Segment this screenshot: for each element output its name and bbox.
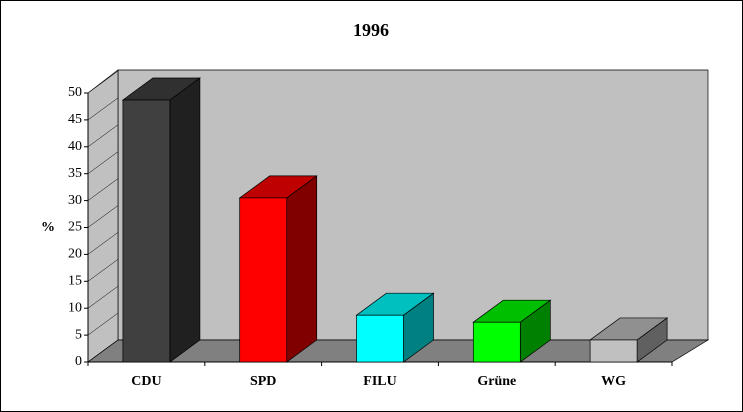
wall-tick <box>87 232 119 255</box>
y-tick-label: 20 <box>68 247 82 262</box>
wall-tick <box>87 205 119 228</box>
y-tick-label: 35 <box>68 166 82 181</box>
wall-tick <box>87 259 119 282</box>
chart-title: 1996 <box>353 20 389 40</box>
wall-tick <box>87 70 119 94</box>
y-tick-label: 15 <box>68 274 82 289</box>
y-tick-label: 5 <box>75 327 82 342</box>
bar-side <box>286 175 318 363</box>
y-tick-label: 25 <box>68 220 82 235</box>
y-tick-label: 0 <box>75 354 82 369</box>
bar <box>239 197 288 363</box>
wall-tick <box>87 312 119 336</box>
y-tick-label: 50 <box>68 85 82 100</box>
wall-tick <box>87 285 119 309</box>
wall-tick <box>87 339 119 363</box>
wall-tick <box>87 97 119 121</box>
y-tick-label: 10 <box>68 300 82 315</box>
x-tick-label: WG <box>601 374 626 389</box>
wall-tick <box>87 178 119 201</box>
x-tick-label: CDU <box>131 374 161 389</box>
bar <box>589 339 638 363</box>
x-tick-label: FILU <box>363 374 396 389</box>
wall-tick <box>87 151 119 174</box>
bar <box>122 99 171 363</box>
x-tick-label: SPD <box>250 374 276 389</box>
bar <box>356 314 404 363</box>
y-tick-label: 30 <box>68 193 82 208</box>
bar-side <box>169 77 201 363</box>
wall-tick <box>87 124 119 148</box>
side-wall <box>87 69 119 363</box>
x-tick-label: Grüne <box>477 374 516 389</box>
y-tick-label: 40 <box>68 139 82 154</box>
bar <box>472 321 521 363</box>
y-tick-label: 45 <box>68 112 82 127</box>
y-axis-label: % <box>41 220 55 235</box>
